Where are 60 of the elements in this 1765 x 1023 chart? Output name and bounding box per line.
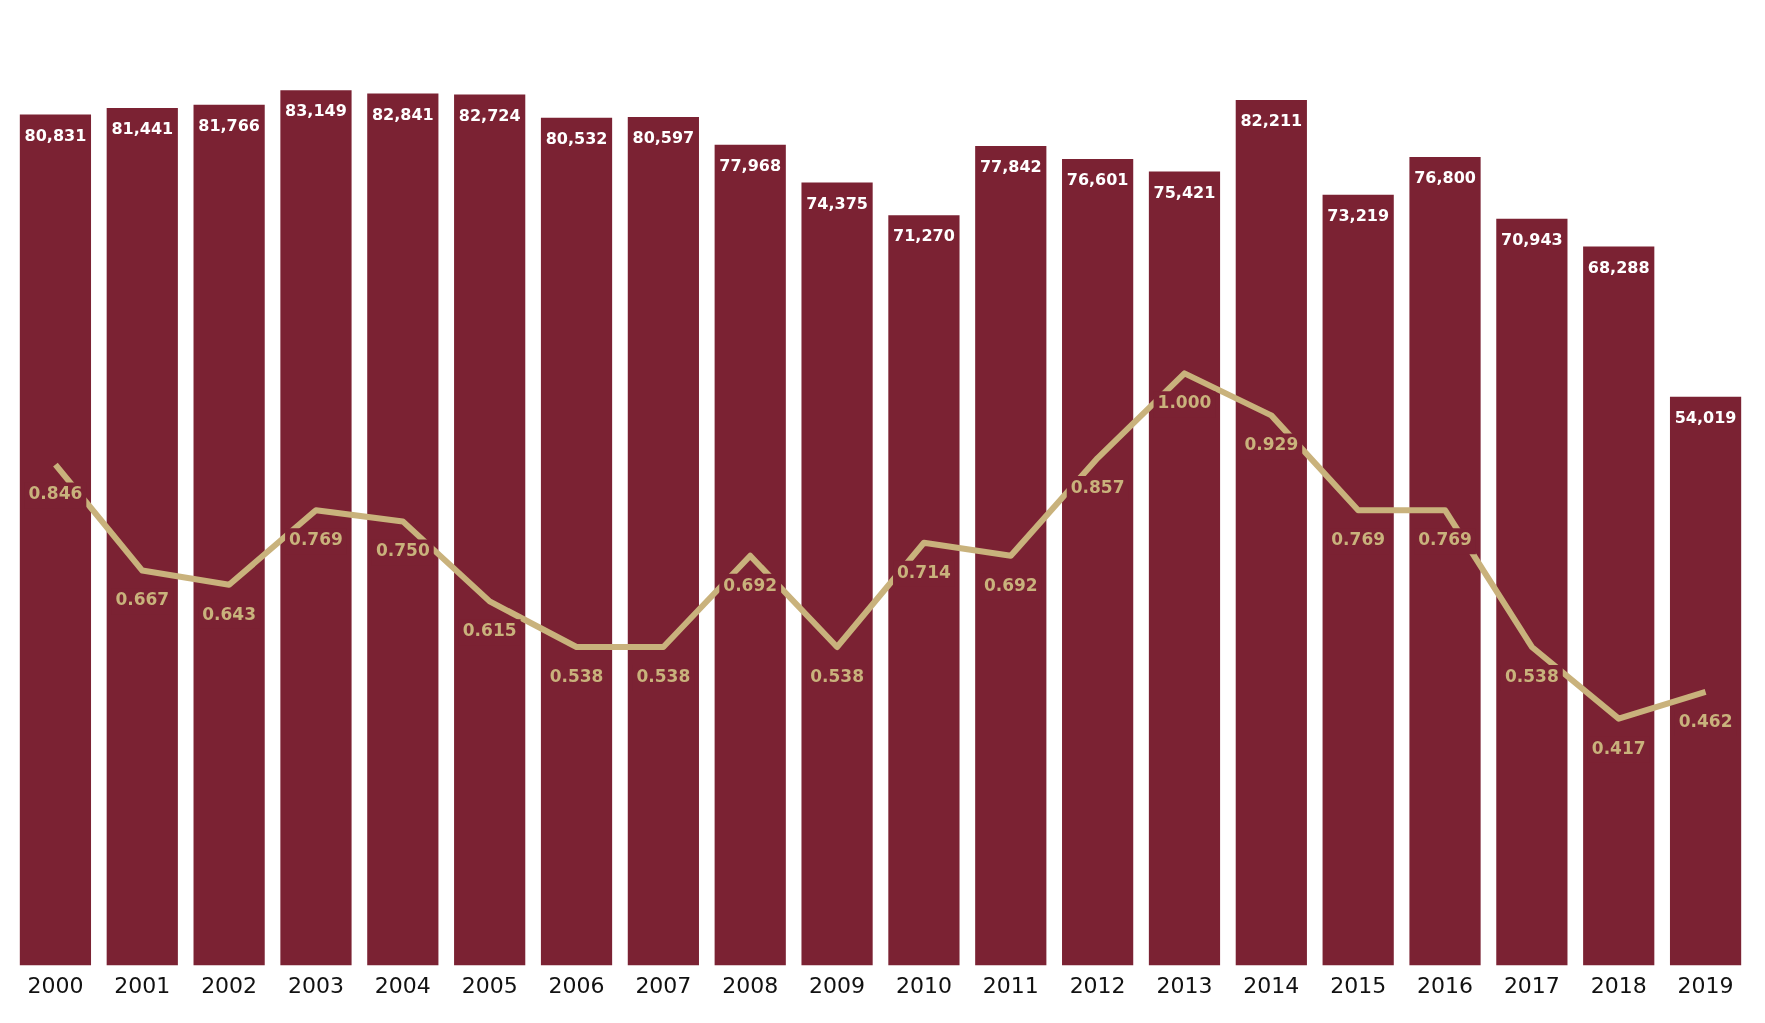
data-label: 77,842 — [979, 157, 1042, 177]
data-label: 0.769 — [289, 529, 343, 550]
data-label: 0.846 — [28, 483, 83, 504]
x-tick-label: 2015 — [1330, 972, 1387, 998]
x-tick-label: 2004 — [374, 972, 431, 998]
data-label: 0.692 — [723, 574, 778, 595]
x-tick-label: 2005 — [461, 972, 518, 998]
data-label: 80,532 — [545, 128, 608, 148]
data-label: 81,766 — [198, 115, 260, 135]
x-tick-label: 2009 — [809, 972, 866, 998]
data-label: 0.643 — [202, 603, 257, 624]
x-tick-label: 2003 — [287, 972, 344, 998]
data-label: 0.667 — [115, 589, 170, 610]
data-label: 0.692 — [983, 574, 1038, 595]
data-label: 76,601 — [1066, 170, 1129, 190]
data-label: 74,375 — [806, 193, 868, 213]
data-label: 0.462 — [1678, 710, 1733, 731]
data-label: 70,943 — [1501, 229, 1563, 249]
x-tick-label: 2008 — [722, 972, 779, 998]
data-label: 0.615 — [462, 620, 517, 641]
data-label: 1.000 — [1157, 392, 1212, 413]
data-label: 68,288 — [1587, 257, 1650, 277]
data-label: 0.538 — [810, 665, 864, 686]
data-label: 0.750 — [375, 540, 430, 561]
x-tick-label: 2016 — [1417, 972, 1474, 998]
x-tick-label: 2019 — [1677, 972, 1734, 998]
data-label: 0.714 — [897, 561, 951, 582]
data-label: 73,219 — [1327, 205, 1390, 225]
data-label: 0.857 — [1070, 476, 1125, 497]
x-tick-label: 2018 — [1590, 972, 1647, 998]
x-tick-label: 2001 — [114, 972, 171, 998]
data-label: 82,724 — [458, 105, 521, 125]
data-label: 75,421 — [1153, 182, 1216, 202]
data-label: 0.538 — [636, 665, 691, 686]
data-label: 80,831 — [24, 125, 87, 145]
x-tick-label: 2017 — [1503, 972, 1560, 998]
x-tick-label: 2002 — [201, 972, 258, 998]
data-label: 82,841 — [371, 104, 434, 124]
data-label: 0.417 — [1591, 737, 1646, 758]
x-tick-label: 2007 — [635, 972, 692, 998]
x-tick-label: 2000 — [27, 972, 84, 998]
data-label: 0.538 — [549, 665, 604, 686]
data-label: 77,968 — [719, 155, 782, 175]
data-label: 83,149 — [285, 101, 347, 121]
data-label: 0.769 — [1418, 529, 1472, 550]
data-label: 0.929 — [1244, 434, 1299, 455]
data-label: 82,211 — [1240, 111, 1303, 131]
x-tick-label: 2010 — [895, 972, 952, 998]
x-tick-label: 2013 — [1156, 972, 1213, 998]
data-label: 80,597 — [632, 128, 695, 148]
x-tick-label: 2011 — [982, 972, 1039, 998]
data-label: 0.769 — [1331, 529, 1386, 550]
x-tick-label: 2012 — [1069, 972, 1126, 998]
data-label: 71,270 — [893, 226, 955, 246]
x-tick-label: 2006 — [548, 972, 605, 998]
data-label: 76,800 — [1414, 168, 1476, 188]
data-label: 81,441 — [111, 119, 174, 139]
data-label: 0.538 — [1504, 665, 1559, 686]
x-tick-label: 2014 — [1243, 972, 1300, 998]
data-label: 54,019 — [1674, 408, 1737, 427]
